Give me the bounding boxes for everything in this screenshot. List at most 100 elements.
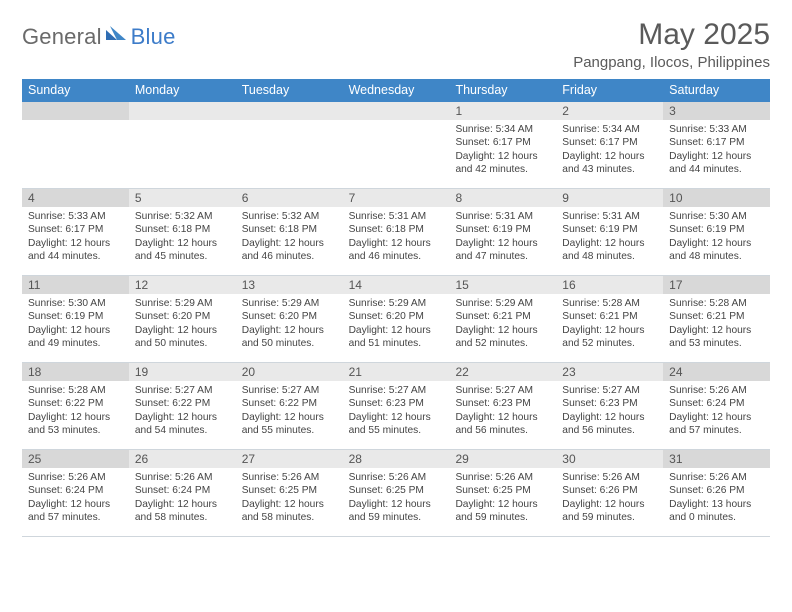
day-info: Sunrise: 5:29 AMSunset: 6:20 PMDaylight:… (129, 294, 236, 351)
date-number: 16 (556, 276, 663, 294)
brand-part1: General (22, 24, 102, 50)
week-row: 11Sunrise: 5:30 AMSunset: 6:19 PMDayligh… (22, 276, 770, 363)
day-cell: 4Sunrise: 5:33 AMSunset: 6:17 PMDaylight… (22, 189, 129, 275)
date-number: 6 (236, 189, 343, 207)
month-title: May 2025 (573, 18, 770, 52)
day-cell: 15Sunrise: 5:29 AMSunset: 6:21 PMDayligh… (449, 276, 556, 362)
day-header: Sunday (22, 79, 129, 102)
day-cell: 18Sunrise: 5:28 AMSunset: 6:22 PMDayligh… (22, 363, 129, 449)
day-info: Sunrise: 5:30 AMSunset: 6:19 PMDaylight:… (22, 294, 129, 351)
day-info: Sunrise: 5:28 AMSunset: 6:22 PMDaylight:… (22, 381, 129, 438)
date-number: 27 (236, 450, 343, 468)
date-number: 26 (129, 450, 236, 468)
date-number: 25 (22, 450, 129, 468)
day-cell (236, 102, 343, 188)
date-number (129, 102, 236, 120)
date-number: 10 (663, 189, 770, 207)
date-number: 23 (556, 363, 663, 381)
day-cell: 26Sunrise: 5:26 AMSunset: 6:24 PMDayligh… (129, 450, 236, 536)
day-header: Saturday (663, 79, 770, 102)
day-cell: 11Sunrise: 5:30 AMSunset: 6:19 PMDayligh… (22, 276, 129, 362)
day-info: Sunrise: 5:28 AMSunset: 6:21 PMDaylight:… (663, 294, 770, 351)
day-cell: 24Sunrise: 5:26 AMSunset: 6:24 PMDayligh… (663, 363, 770, 449)
day-header: Wednesday (343, 79, 450, 102)
day-info: Sunrise: 5:32 AMSunset: 6:18 PMDaylight:… (129, 207, 236, 264)
day-info: Sunrise: 5:27 AMSunset: 6:22 PMDaylight:… (236, 381, 343, 438)
day-header: Thursday (449, 79, 556, 102)
day-info: Sunrise: 5:34 AMSunset: 6:17 PMDaylight:… (556, 120, 663, 177)
day-info: Sunrise: 5:31 AMSunset: 6:19 PMDaylight:… (556, 207, 663, 264)
date-number: 20 (236, 363, 343, 381)
day-info: Sunrise: 5:26 AMSunset: 6:24 PMDaylight:… (129, 468, 236, 525)
day-cell: 27Sunrise: 5:26 AMSunset: 6:25 PMDayligh… (236, 450, 343, 536)
day-info: Sunrise: 5:27 AMSunset: 6:23 PMDaylight:… (343, 381, 450, 438)
day-info: Sunrise: 5:27 AMSunset: 6:22 PMDaylight:… (129, 381, 236, 438)
date-number: 11 (22, 276, 129, 294)
day-header: Tuesday (236, 79, 343, 102)
date-number: 17 (663, 276, 770, 294)
day-cell: 28Sunrise: 5:26 AMSunset: 6:25 PMDayligh… (343, 450, 450, 536)
date-number: 14 (343, 276, 450, 294)
day-cell: 17Sunrise: 5:28 AMSunset: 6:21 PMDayligh… (663, 276, 770, 362)
day-cell: 3Sunrise: 5:33 AMSunset: 6:17 PMDaylight… (663, 102, 770, 188)
day-info: Sunrise: 5:26 AMSunset: 6:25 PMDaylight:… (236, 468, 343, 525)
day-cell: 10Sunrise: 5:30 AMSunset: 6:19 PMDayligh… (663, 189, 770, 275)
calendar-page: General Blue May 2025 Pangpang, Ilocos, … (0, 0, 792, 537)
date-number (22, 102, 129, 120)
day-info: Sunrise: 5:29 AMSunset: 6:21 PMDaylight:… (449, 294, 556, 351)
week-row: 18Sunrise: 5:28 AMSunset: 6:22 PMDayligh… (22, 363, 770, 450)
date-number: 22 (449, 363, 556, 381)
day-cell: 8Sunrise: 5:31 AMSunset: 6:19 PMDaylight… (449, 189, 556, 275)
day-cell: 16Sunrise: 5:28 AMSunset: 6:21 PMDayligh… (556, 276, 663, 362)
day-info: Sunrise: 5:26 AMSunset: 6:25 PMDaylight:… (449, 468, 556, 525)
title-block: May 2025 Pangpang, Ilocos, Philippines (573, 18, 770, 71)
location-text: Pangpang, Ilocos, Philippines (573, 54, 770, 71)
date-number: 18 (22, 363, 129, 381)
date-number: 21 (343, 363, 450, 381)
day-cell: 29Sunrise: 5:26 AMSunset: 6:25 PMDayligh… (449, 450, 556, 536)
day-info: Sunrise: 5:33 AMSunset: 6:17 PMDaylight:… (663, 120, 770, 177)
day-cell: 22Sunrise: 5:27 AMSunset: 6:23 PMDayligh… (449, 363, 556, 449)
day-info: Sunrise: 5:33 AMSunset: 6:17 PMDaylight:… (22, 207, 129, 264)
date-number: 30 (556, 450, 663, 468)
day-cell: 31Sunrise: 5:26 AMSunset: 6:26 PMDayligh… (663, 450, 770, 536)
day-info: Sunrise: 5:26 AMSunset: 6:24 PMDaylight:… (22, 468, 129, 525)
day-info: Sunrise: 5:31 AMSunset: 6:19 PMDaylight:… (449, 207, 556, 264)
day-info: Sunrise: 5:26 AMSunset: 6:25 PMDaylight:… (343, 468, 450, 525)
day-header: Monday (129, 79, 236, 102)
page-header: General Blue May 2025 Pangpang, Ilocos, … (22, 18, 770, 71)
date-number: 4 (22, 189, 129, 207)
day-cell: 20Sunrise: 5:27 AMSunset: 6:22 PMDayligh… (236, 363, 343, 449)
brand-mark-icon (106, 24, 128, 45)
day-info: Sunrise: 5:26 AMSunset: 6:26 PMDaylight:… (556, 468, 663, 525)
week-row: 4Sunrise: 5:33 AMSunset: 6:17 PMDaylight… (22, 189, 770, 276)
date-number: 3 (663, 102, 770, 120)
day-cell: 6Sunrise: 5:32 AMSunset: 6:18 PMDaylight… (236, 189, 343, 275)
day-cell: 25Sunrise: 5:26 AMSunset: 6:24 PMDayligh… (22, 450, 129, 536)
day-info: Sunrise: 5:32 AMSunset: 6:18 PMDaylight:… (236, 207, 343, 264)
date-number: 15 (449, 276, 556, 294)
day-info: Sunrise: 5:30 AMSunset: 6:19 PMDaylight:… (663, 207, 770, 264)
day-cell: 12Sunrise: 5:29 AMSunset: 6:20 PMDayligh… (129, 276, 236, 362)
date-number: 19 (129, 363, 236, 381)
date-number (343, 102, 450, 120)
weeks-container: 1Sunrise: 5:34 AMSunset: 6:17 PMDaylight… (22, 102, 770, 537)
day-info: Sunrise: 5:29 AMSunset: 6:20 PMDaylight:… (236, 294, 343, 351)
week-row: 1Sunrise: 5:34 AMSunset: 6:17 PMDaylight… (22, 102, 770, 189)
day-info: Sunrise: 5:27 AMSunset: 6:23 PMDaylight:… (556, 381, 663, 438)
day-header: Friday (556, 79, 663, 102)
date-number: 31 (663, 450, 770, 468)
date-number: 29 (449, 450, 556, 468)
day-info: Sunrise: 5:26 AMSunset: 6:24 PMDaylight:… (663, 381, 770, 438)
day-cell: 19Sunrise: 5:27 AMSunset: 6:22 PMDayligh… (129, 363, 236, 449)
date-number: 1 (449, 102, 556, 120)
day-info: Sunrise: 5:26 AMSunset: 6:26 PMDaylight:… (663, 468, 770, 525)
day-cell (129, 102, 236, 188)
date-number: 12 (129, 276, 236, 294)
day-cell: 2Sunrise: 5:34 AMSunset: 6:17 PMDaylight… (556, 102, 663, 188)
date-number: 28 (343, 450, 450, 468)
day-header-row: SundayMondayTuesdayWednesdayThursdayFrid… (22, 79, 770, 102)
calendar-grid: SundayMondayTuesdayWednesdayThursdayFrid… (22, 79, 770, 537)
day-info: Sunrise: 5:34 AMSunset: 6:17 PMDaylight:… (449, 120, 556, 177)
day-cell: 7Sunrise: 5:31 AMSunset: 6:18 PMDaylight… (343, 189, 450, 275)
